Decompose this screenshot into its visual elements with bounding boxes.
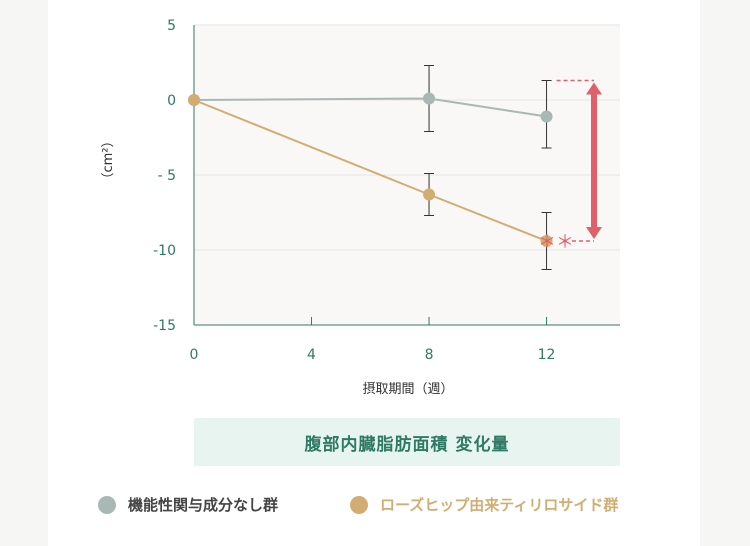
data-point [423,92,436,105]
legend-marker [98,495,116,514]
x-axis-title: 摂取期間（週） [362,381,453,397]
legend-item-control: 機能性関与成分なし群 [98,494,278,515]
grid-lines [193,24,620,326]
chart-title-box: 腹部内臓脂肪面積 変化量 [194,418,620,466]
data-point [540,110,553,123]
y-tick-label: - 5 [158,168,176,184]
x-tick-label: 12 [538,347,556,363]
significance-annotation: ＊＊ [538,79,602,253]
y-axis-title: （cm²） [101,134,116,185]
series-1 [188,94,553,270]
y-tick-label: -15 [153,318,176,334]
x-tick-label: 0 [190,347,199,363]
chart-title: 腹部内臓脂肪面積 変化量 [304,434,510,455]
x-tick-labels: 0 4 8 12 [190,317,556,363]
legend-label: ローズヒップ由来ティリロサイド群 [380,496,619,514]
legend-item-rosehip: ローズヒップ由来ティリロサイド群 [350,494,618,515]
y-tick-label: -10 [153,243,176,259]
legend-label: 機能性関与成分なし群 [128,496,279,514]
legend-marker [350,495,368,514]
arrow-head-down [586,227,602,239]
data-point [540,235,553,247]
y-tick-label: 5 [167,18,176,34]
arrow-head-up [586,82,602,95]
y-tick-labels: 5 0 - 5 -10 -15 [153,18,176,334]
series-0 [188,65,553,149]
x-tick-label: 4 [307,347,316,363]
data-point [423,188,436,201]
y-tick-label: 0 [167,93,176,109]
x-tick-label: 8 [425,347,434,363]
significance-label: ＊＊ [538,232,574,253]
data-point [188,94,200,106]
series-layer [188,65,553,270]
